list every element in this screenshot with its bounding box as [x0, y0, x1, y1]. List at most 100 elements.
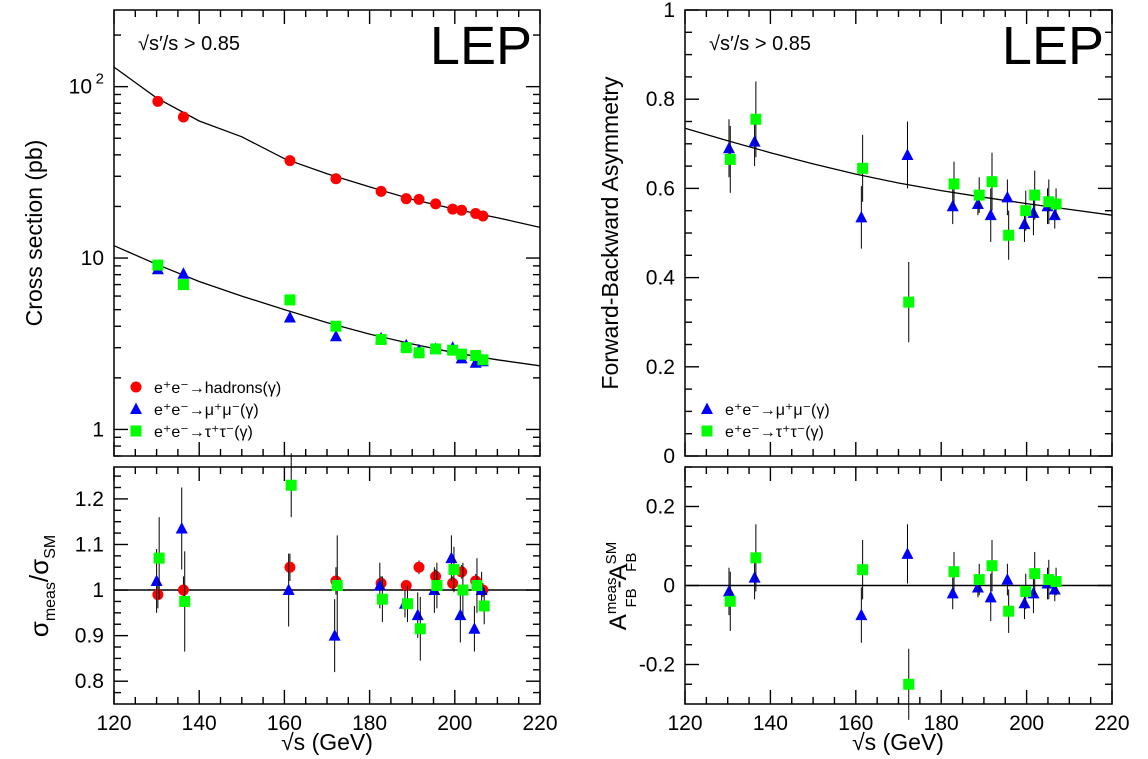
data-point-mumu: [984, 208, 997, 221]
data-point-mumu: [282, 583, 295, 596]
data-point-mumu: [329, 329, 342, 342]
data-point-hadrons: [330, 173, 342, 185]
legend-label-mumu: e⁺e⁻→μ⁺μ⁻(γ): [154, 402, 259, 419]
data-point-tautau: [413, 347, 425, 359]
data-point-mumu: [1018, 596, 1031, 609]
data-point-mumu: [1001, 573, 1014, 585]
data-point-mumu: [971, 580, 984, 593]
data-point-hadrons: [177, 111, 189, 123]
data-point-tautau: [903, 296, 915, 308]
data-point-tautau: [431, 580, 443, 591]
data-point-mumu: [748, 571, 761, 583]
chart-xsec_ratio: 120 140 160 180 200 220 0.8 0.9 1 1.1 1.2: [75, 453, 558, 735]
data-point-tautau: [471, 580, 483, 591]
data-point-tautau: [1020, 205, 1032, 217]
y-axis-title-part: -A: [605, 564, 632, 588]
data-point-tautau: [1050, 576, 1062, 588]
x-tick-label: 160: [267, 712, 302, 735]
data-point-tautau: [857, 162, 869, 174]
data-point-tautau: [457, 584, 469, 596]
y-axis-title-afb-diff: Ameas FB-ASM FB: [603, 542, 640, 630]
data-point-hadrons: [284, 561, 296, 573]
data-point-tautau: [376, 593, 388, 605]
data-point-tautau: [973, 574, 985, 586]
y-tick-label: 10: [81, 247, 104, 270]
data-point-hadrons: [152, 95, 164, 107]
data-point-mumu: [175, 522, 188, 534]
data-point-hadrons: [447, 203, 459, 215]
x-tick-label: 180: [352, 712, 387, 735]
data-point-hadrons: [413, 561, 425, 573]
data-point-hadrons: [456, 204, 468, 216]
data-point-tautau: [750, 552, 762, 564]
x-axis-title-right: √s (GeV): [852, 729, 944, 755]
plot-frame: [684, 9, 1113, 457]
y-tick-label: 0.4: [646, 267, 676, 290]
data-point-hadrons: [430, 570, 442, 582]
x-tick-label: 180: [924, 712, 959, 735]
sm-curve-hadrons_sm: [113, 66, 541, 229]
x-tick-label: 160: [838, 712, 873, 735]
data-point-tautau: [1043, 196, 1055, 208]
data-point-tautau: [430, 343, 442, 355]
y-tick-label: 1.2: [75, 488, 104, 511]
y-tick-label: 1: [92, 579, 104, 602]
legend-marker-mumu: [701, 402, 713, 414]
data-point-tautau: [402, 598, 414, 610]
y-axis-title-part: FB: [623, 588, 640, 607]
data-point-tautau: [857, 564, 869, 576]
y-tick-label: 0.8: [646, 88, 675, 111]
data-point-tautau: [153, 552, 165, 564]
data-point-tautau: [948, 566, 960, 578]
data-point-tautau: [179, 595, 191, 607]
data-point-tautau: [903, 678, 915, 690]
legend-marker-hadrons: [130, 381, 142, 393]
data-point-mumu: [411, 608, 424, 621]
y-tick-label: 0.2: [646, 356, 675, 379]
data-point-hadrons: [447, 577, 459, 589]
y-tick-label: 0.6: [646, 177, 675, 200]
data-point-mumu: [1018, 217, 1031, 230]
data-point-tautau: [1050, 198, 1062, 210]
data-point-tautau: [1029, 189, 1041, 201]
data-point-tautau: [948, 178, 960, 190]
y-tick-label: 0.9: [75, 625, 104, 648]
x-tick-label: 220: [522, 712, 557, 735]
data-point-tautau: [375, 333, 387, 345]
data-point-mumu: [468, 622, 481, 634]
data-point-tautau: [724, 595, 736, 607]
sm-curve-fermion_sm: [113, 245, 541, 367]
data-point-mumu: [946, 586, 959, 599]
y-axis-title-part: SM: [42, 535, 59, 559]
data-point-hadrons: [430, 198, 442, 210]
y-axis-title-xsec: Cross section (pb): [21, 140, 47, 327]
y-tick-label-exponent: 2: [96, 71, 104, 88]
data-point-mumu: [283, 310, 296, 323]
y-tick-label: 0.8: [75, 670, 104, 693]
x-tick-label: 140: [753, 712, 788, 735]
data-point-hadrons: [400, 193, 412, 205]
data-point-hadrons: [413, 193, 425, 205]
y-tick-label: 10: [69, 76, 92, 99]
data-point-mumu: [150, 574, 163, 586]
data-point-hadrons: [177, 584, 189, 596]
y-axis-title-part: /σ: [24, 559, 54, 582]
data-point-tautau: [330, 320, 342, 332]
x-tick-label: 120: [96, 712, 131, 735]
y-axis-title-part: SM: [603, 542, 620, 565]
data-point-hadrons: [152, 589, 164, 601]
legend-label-hadrons: e⁺e⁻→hadrons(γ): [154, 380, 281, 397]
x-axis-title-left: √s (GeV): [281, 729, 373, 755]
data-point-tautau: [447, 344, 459, 356]
x-tick-label: 140: [182, 712, 217, 735]
legend-marker-tautau: [701, 425, 713, 437]
y-axis-title-afb: Forward-Backward Asymmetry: [597, 76, 623, 390]
data-point-tautau: [750, 113, 762, 125]
data-point-tautau: [448, 564, 460, 576]
data-point-tautau: [470, 350, 482, 362]
data-point-tautau: [1020, 585, 1032, 597]
axis-titles: Cross section (pb) Forward-Backward Asymm…: [21, 76, 944, 755]
data-point-tautau: [1003, 605, 1015, 617]
